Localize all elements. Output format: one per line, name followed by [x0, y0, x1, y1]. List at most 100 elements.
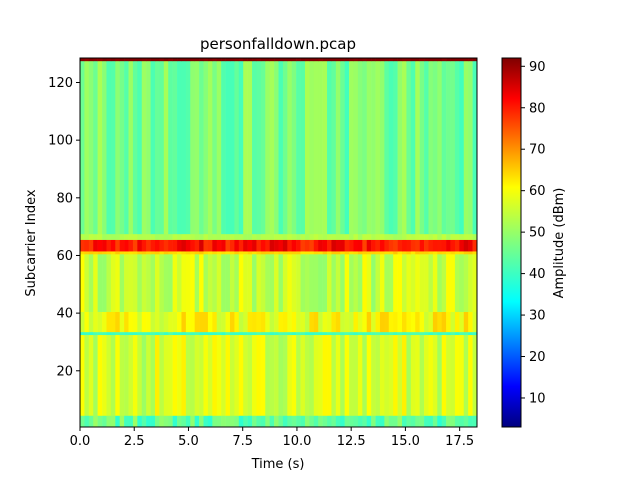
heatmap-cell [353, 239, 359, 252]
x-tick-label: 15.0 [391, 434, 420, 449]
heatmap-cell [84, 239, 90, 252]
heatmap-cell [229, 251, 235, 255]
heatmap-cell [402, 415, 407, 428]
heatmap-cell [437, 334, 443, 416]
heatmap-cell [260, 334, 266, 416]
heatmap-cell [375, 58, 381, 62]
heatmap-cell [203, 415, 209, 428]
heatmap-cell [428, 334, 434, 416]
heatmap-cell [207, 334, 213, 416]
heatmap-cell [362, 331, 368, 336]
heatmap-cell [137, 331, 143, 336]
heatmap-cell [163, 239, 169, 252]
heatmap-cell [119, 334, 125, 416]
heatmap-cell [454, 415, 460, 428]
heatmap-cell [238, 239, 244, 252]
heatmap-cell [291, 239, 297, 252]
heatmap-cell [132, 254, 138, 312]
heatmap-cell [225, 334, 231, 416]
heatmap-cell [463, 60, 469, 235]
heatmap-cell [225, 58, 231, 62]
heatmap-cell [468, 334, 473, 416]
heatmap-cell [366, 331, 372, 336]
heatmap-cell [450, 331, 456, 336]
heatmap-cell [379, 331, 385, 336]
heatmap-cell [247, 334, 253, 416]
heatmap-cell [459, 251, 465, 255]
heatmap-cell [225, 239, 231, 252]
heatmap-cell [177, 233, 182, 240]
heatmap-cell [318, 239, 323, 252]
heatmap-cell [393, 58, 398, 62]
heatmap-cell [375, 254, 381, 312]
y-tick-label: 40 [56, 307, 73, 322]
heatmap-cell [468, 233, 473, 240]
y-tick-label: 60 [56, 249, 73, 264]
heatmap-cell [221, 233, 226, 240]
heatmap-cell [199, 311, 204, 333]
heatmap-cell [159, 233, 165, 240]
heatmap-cell [375, 331, 381, 336]
heatmap-cell [238, 331, 244, 336]
heatmap-cell [371, 60, 376, 235]
heatmap-cell [216, 311, 222, 333]
heatmap-cell [106, 239, 112, 252]
heatmap-cell [335, 311, 341, 333]
heatmap-cell [300, 254, 306, 312]
heatmap-cell [410, 60, 416, 235]
heatmap-cell [300, 311, 306, 333]
heatmap-cell [93, 311, 98, 333]
heatmap-cell [216, 60, 222, 235]
heatmap-cell [384, 58, 390, 62]
x-tick-label: 17.5 [445, 434, 474, 449]
heatmap-cell [432, 239, 438, 252]
heatmap-cell [269, 60, 275, 235]
heatmap-cell [428, 58, 434, 62]
heatmap-cell [450, 60, 456, 235]
x-tick-label: 0.0 [70, 434, 91, 449]
heatmap-cell [80, 233, 85, 240]
heatmap-cell [132, 311, 138, 333]
heatmap-cell [119, 58, 125, 62]
heatmap-cell [450, 239, 456, 252]
heatmap-cell [384, 311, 390, 333]
heatmap-cell [410, 334, 416, 416]
heatmap-cell [450, 415, 456, 428]
heatmap-cell [265, 415, 270, 428]
heatmap-cell [163, 233, 169, 240]
heatmap-cell [388, 415, 394, 428]
heatmap-cell [216, 334, 222, 416]
heatmap-cell [441, 415, 447, 428]
y-tick-label: 120 [48, 76, 73, 91]
heatmap-cell [353, 58, 359, 62]
heatmap-cell [190, 251, 195, 255]
heatmap-cell [124, 239, 129, 252]
heatmap-cell [463, 311, 469, 333]
heatmap-cell [119, 251, 125, 255]
heatmap-cell [97, 334, 103, 416]
heatmap-cell [406, 311, 412, 333]
heatmap-cell [357, 58, 363, 62]
plot-frame [79, 57, 478, 428]
heatmap-cell [384, 331, 390, 336]
heatmap-cell [172, 334, 178, 416]
heatmap-cell [137, 334, 143, 416]
heatmap-cell [296, 415, 301, 428]
heatmap-cell [366, 311, 372, 333]
heatmap-cell [247, 415, 253, 428]
heatmap-cell [260, 233, 266, 240]
heatmap-cell [384, 334, 390, 416]
heatmap-cell [194, 58, 200, 62]
heatmap-cell [393, 60, 398, 235]
heatmap-cell [459, 334, 465, 416]
heatmap-cell [146, 233, 151, 240]
heatmap-cell [291, 233, 297, 240]
heatmap-cell [243, 251, 248, 255]
heatmap-cell [137, 233, 143, 240]
heatmap-cell [150, 311, 156, 333]
heatmap-cell [393, 415, 398, 428]
heatmap-cell [216, 58, 222, 62]
heatmap-cell [190, 311, 195, 333]
heatmap-cell [150, 415, 156, 428]
heatmap-cell [84, 311, 90, 333]
